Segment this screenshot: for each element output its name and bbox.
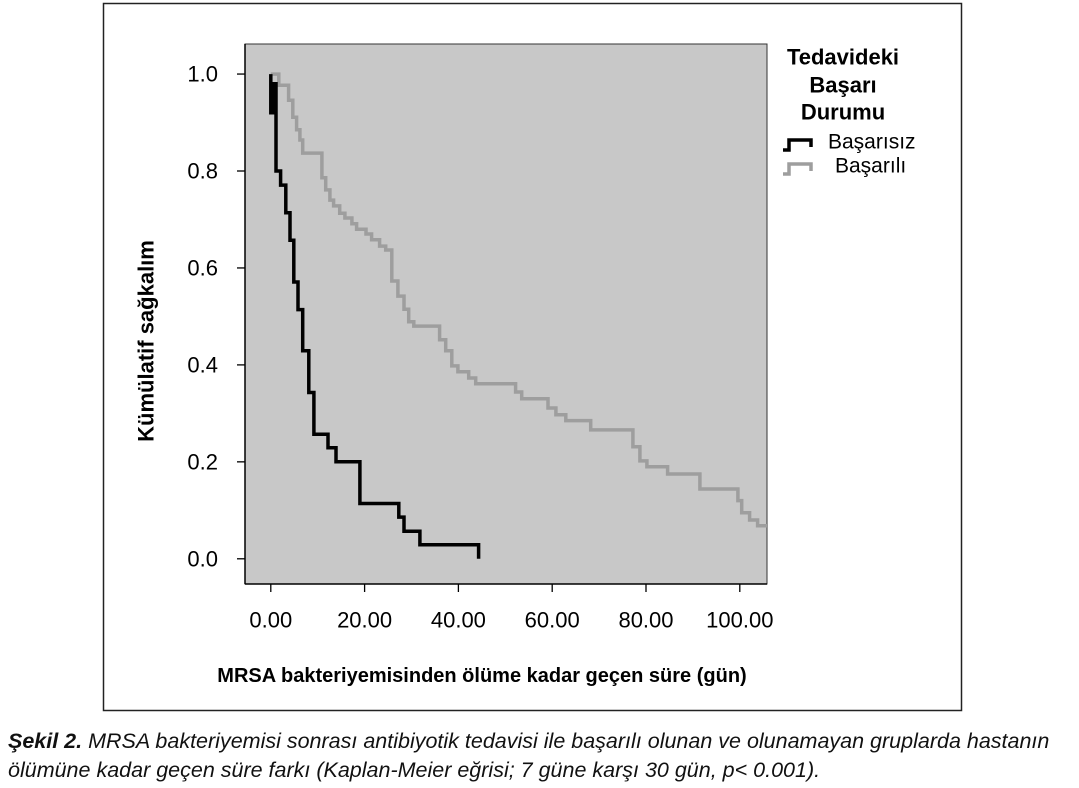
x-tick-label-3: 60.00 [525,608,580,633]
km-curve-basarili [270,72,767,528]
y-tick-label-3: 0.6 [187,255,218,280]
x-axis-title: MRSA bakteriyemisinden ölüme kadar geçen… [217,665,746,687]
x-tick-label-5: 100.00 [706,608,773,633]
legend-item-basarili: Başarılı [783,155,906,178]
caption-label: Şekil 2. [8,729,83,753]
x-tick-label-4: 80.00 [618,608,673,633]
y-axis-title: Kümülatif sağkalım [134,240,159,442]
caption-line-2: ölümüne kadar geçen süre farkı (Kaplan-M… [8,758,821,782]
legend-swatch-basarili [783,162,813,176]
caption-text-1: MRSA bakteriyemisi sonrası antibiyotik t… [88,729,1050,753]
y-tick-label-1: 0.2 [187,449,218,474]
legend-label-basarisiz: Başarısız [828,131,916,154]
y-tick-label-4: 0.8 [187,159,218,184]
legend: Tedavideki Başarı Durumu Başarısız Başar… [783,45,916,178]
y-tick-label-2: 0.4 [187,352,218,377]
caption-line-1: Şekil 2. MRSA bakteriyemisi sonrası antib… [8,727,1049,756]
plot-background [244,43,768,585]
legend-title-line-2: Başarı [809,73,876,98]
legend-item-basarisiz: Başarısız [783,131,916,154]
legend-label-basarili: Başarılı [835,155,906,178]
legend-title-line-1: Tedavideki [787,45,899,70]
figure-caption: Şekil 2. MRSA bakteriyemisi sonrası antib… [8,727,1049,785]
legend-title-line-3: Durumu [801,100,885,125]
x-tick-label-0: 0.00 [249,608,292,633]
y-tick-label-0: 0.0 [187,546,218,571]
plot-area [244,43,768,585]
axis-ticks: 0.0 0.2 0.4 0.6 0.8 1.0 0.00 20.00 40.00 60.00 80.… [187,62,773,633]
legend-swatch-basarisiz [783,138,813,152]
kaplan-meier-figure: 0.0 0.2 0.4 0.6 0.8 1.0 0.00 20.00 40.00 60.00 80.… [102,2,963,712]
x-tick-label-2: 40.00 [431,608,486,633]
survival-curves [269,72,767,559]
figure-frame [102,2,963,712]
y-tick-label-5: 1.0 [187,62,218,87]
x-tick-label-1: 20.00 [337,608,392,633]
km-curve-basarisiz [269,74,481,559]
